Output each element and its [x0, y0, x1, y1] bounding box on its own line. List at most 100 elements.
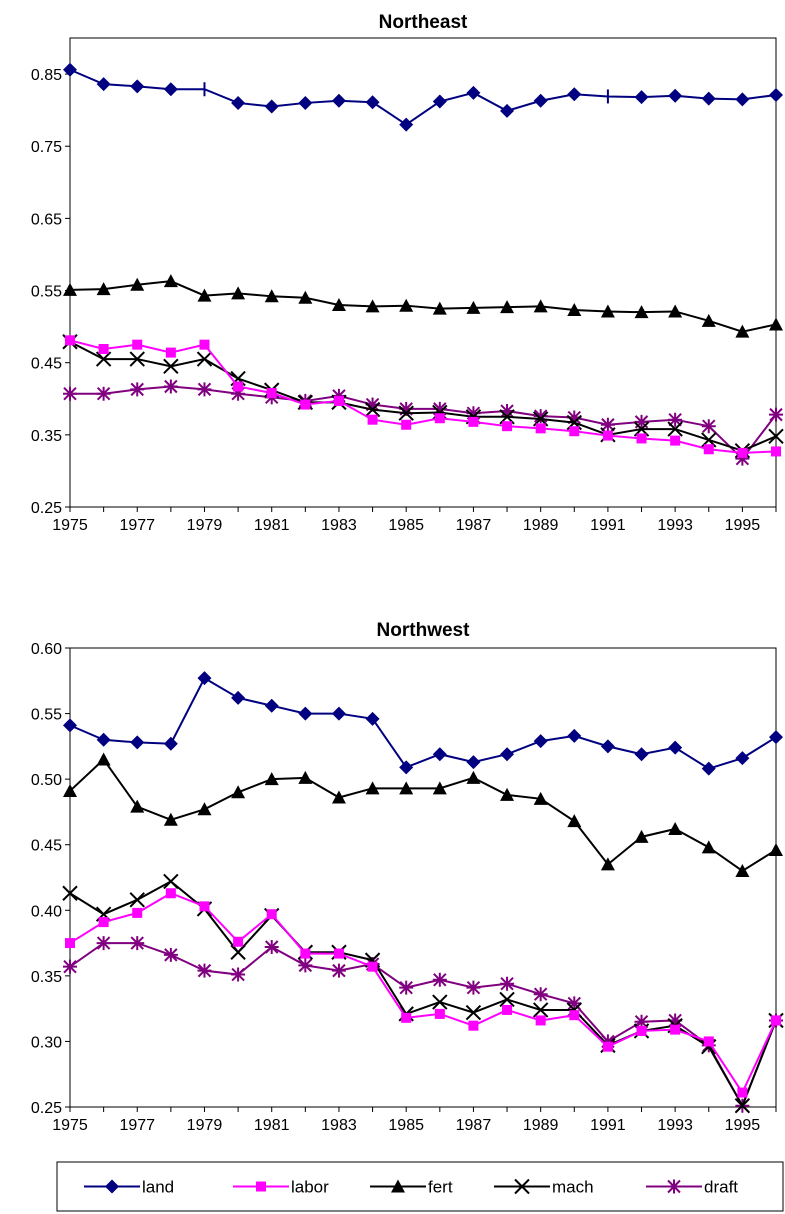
point-draft-1987 [466, 980, 481, 995]
point-fert-1990 [567, 303, 582, 317]
legend-item-fert: fert [370, 1178, 453, 1197]
point-land-1982 [298, 95, 313, 110]
point-fert-1989 [533, 299, 548, 313]
point-labor-1996 [771, 446, 781, 457]
point-fert-1976 [96, 752, 111, 766]
x-tick-label: 1975 [52, 1117, 88, 1134]
series-fert [63, 752, 783, 877]
point-land-1990 [567, 728, 582, 743]
point-land-1993 [668, 740, 683, 755]
point-fert-1987 [466, 300, 481, 314]
y-tick-label: 0.55 [31, 707, 62, 724]
y-tick-label: 0.60 [31, 641, 62, 658]
x-tick-label: 1981 [254, 517, 290, 534]
point-draft-1982 [298, 958, 313, 973]
point-labor-1978 [165, 888, 176, 899]
point-land-1989 [533, 93, 548, 108]
point-draft-1985 [399, 401, 414, 416]
point-fert-1990 [567, 814, 582, 828]
point-land-1979 [197, 671, 212, 686]
point-labor-1979 [199, 339, 210, 350]
point-fert-1977 [130, 799, 145, 813]
point-land-1983 [331, 706, 346, 721]
point-draft-1981 [264, 940, 279, 955]
point-labor-1977 [132, 339, 143, 350]
x-tick-label: 1991 [590, 517, 626, 534]
series-line-fert [69, 757, 777, 873]
x-tick-label: 1993 [657, 517, 693, 534]
point-land-1996 [769, 730, 783, 745]
series-land [63, 671, 783, 776]
series-labor [65, 888, 781, 1098]
chart-northwest: Northwest 0.25 0.30 0.35 0.40 0.45 0.50 0.55 0.6… [31, 620, 784, 1134]
point-fert-1980 [231, 785, 246, 799]
point-fert-1975 [63, 282, 77, 296]
point-draft-1988 [500, 976, 515, 991]
point-mach-1996 [768, 428, 784, 444]
series-mach [62, 873, 784, 1114]
point-fert-1983 [331, 790, 346, 804]
legend-label: mach [552, 1178, 594, 1197]
x-tick-label: 1987 [456, 517, 492, 534]
point-land-1976 [96, 732, 111, 747]
point-land-1996 [769, 88, 783, 103]
point-land-1987 [466, 755, 481, 770]
point-fert-1978 [163, 812, 178, 826]
point-draft-1993 [668, 1013, 683, 1028]
point-labor-1980 [233, 936, 244, 947]
y-tick-label: 0.40 [31, 903, 62, 920]
y-tick-label: 0.45 [31, 356, 62, 373]
point-land-1975 [63, 718, 77, 733]
point-fert-1979 [197, 288, 212, 302]
point-mach-1993 [667, 421, 683, 437]
x-tick-label: 1977 [119, 1117, 155, 1134]
point-fert-1984 [365, 299, 380, 313]
point-draft-1986 [432, 972, 447, 987]
point-fert-1993 [668, 304, 683, 318]
point-land-1988 [500, 747, 515, 762]
point-land-1984 [365, 95, 380, 110]
point-labor-1993 [670, 435, 681, 446]
point-land-1994 [701, 761, 716, 776]
point-draft-1992 [634, 414, 649, 429]
point-draft-1987 [466, 406, 481, 421]
point-draft-1975 [63, 386, 77, 401]
point-labor-1981 [266, 387, 277, 398]
legend-item-land: land [84, 1178, 174, 1197]
point-draft-1983 [331, 963, 346, 978]
point-fert-1979 [197, 802, 212, 816]
point-draft-1986 [432, 401, 447, 416]
point-labor-1979 [199, 901, 210, 912]
point-draft-1977 [130, 382, 145, 397]
legend-item-labor: labor [233, 1178, 329, 1197]
legend-label: labor [291, 1178, 329, 1197]
point-labor-1995 [737, 447, 748, 458]
point-fert-1996 [769, 317, 783, 331]
point-fert-1975 [63, 783, 77, 797]
legend-label: land [142, 1178, 174, 1197]
x-tick-label: 1983 [321, 1117, 357, 1134]
point-mach-1989 [532, 1002, 549, 1018]
point-draft-1980 [231, 967, 246, 982]
point-land-1992 [634, 90, 649, 105]
point-land-1985 [399, 760, 414, 775]
point-fert-1988 [500, 300, 515, 314]
point-labor-1991 [602, 1041, 613, 1052]
point-fert-1981 [264, 772, 279, 786]
point-land-1995 [735, 92, 750, 107]
point-fert-1978 [163, 274, 178, 288]
point-labor-1989 [535, 1015, 546, 1026]
legend-marker-land [105, 1179, 119, 1194]
x-tick-label: 1977 [119, 517, 155, 534]
point-fert-1991 [600, 304, 615, 318]
point-labor-1992 [636, 1025, 647, 1036]
x-tick-label: 1979 [187, 1117, 223, 1134]
point-draft-1977 [130, 936, 145, 951]
point-land-1989 [533, 734, 548, 749]
point-fert-1981 [264, 289, 279, 303]
point-fert-1980 [231, 286, 246, 300]
x-tick-label: 1995 [725, 517, 761, 534]
point-draft-1991 [600, 417, 615, 432]
point-fert-1976 [96, 282, 111, 296]
series-line-fert [69, 280, 777, 333]
